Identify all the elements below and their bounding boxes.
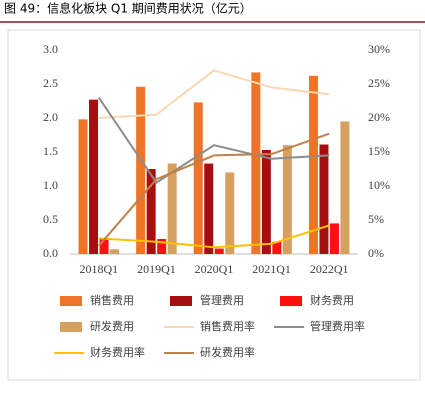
x-tick-label: 2021Q1 xyxy=(252,262,291,276)
bar xyxy=(272,241,282,254)
legend-swatch xyxy=(280,296,302,306)
legend-label: 销售费用率 xyxy=(200,319,255,333)
bar xyxy=(214,248,224,254)
legend-label: 销售费用 xyxy=(90,293,134,307)
bar xyxy=(329,223,339,254)
legend-label: 研发费用率 xyxy=(200,345,255,359)
bar xyxy=(146,169,156,254)
bar xyxy=(308,75,318,254)
y2-tick-label: 15% xyxy=(368,144,390,158)
legend-swatch xyxy=(60,322,82,332)
chart-title: 图 49：信息化板块 Q1 期间费用状况（亿元） xyxy=(4,1,252,16)
y2-tick-label: 25% xyxy=(368,76,390,90)
legend-label: 研发费用 xyxy=(90,319,134,333)
y-tick-label: 2.5 xyxy=(43,76,58,90)
line xyxy=(98,224,330,249)
bar xyxy=(282,145,292,254)
line xyxy=(97,97,330,184)
y2-tick-label: 0% xyxy=(368,246,384,260)
y-tick-label: 0.0 xyxy=(43,246,58,260)
line xyxy=(98,132,330,247)
y-tick-label: 1.0 xyxy=(43,178,58,192)
y2-tick-label: 10% xyxy=(368,178,390,192)
legend-label: 财务费用 xyxy=(310,293,354,307)
y-tick-label: 3.0 xyxy=(43,42,58,56)
y-tick-label: 0.5 xyxy=(43,212,58,226)
legend-label: 财务费用率 xyxy=(90,345,145,359)
legend-swatch xyxy=(170,296,192,306)
bar xyxy=(78,119,88,254)
bar xyxy=(251,72,261,254)
bar xyxy=(340,121,350,255)
bar xyxy=(157,239,167,254)
bar xyxy=(204,163,214,254)
y-tick-label: 2.0 xyxy=(43,110,58,124)
x-tick-label: 2022Q1 xyxy=(310,262,349,276)
y-tick-label: 1.5 xyxy=(43,144,58,158)
bar xyxy=(110,249,120,254)
bar xyxy=(261,149,271,254)
x-tick-label: 2020Q1 xyxy=(195,262,234,276)
y2-tick-label: 20% xyxy=(368,110,390,124)
bar xyxy=(167,163,177,254)
line xyxy=(98,69,330,119)
y2-tick-label: 5% xyxy=(368,212,384,226)
x-tick-label: 2019Q1 xyxy=(137,262,176,276)
chart-frame xyxy=(7,29,421,381)
bar xyxy=(89,99,99,254)
x-tick-label: 2018Q1 xyxy=(79,262,118,276)
y2-tick-label: 30% xyxy=(368,42,390,56)
bar xyxy=(225,172,235,254)
bar xyxy=(193,102,203,254)
bar xyxy=(319,144,329,254)
legend-label: 管理费用 xyxy=(200,293,244,307)
legend-label: 管理费用率 xyxy=(310,319,365,333)
bar xyxy=(136,86,146,254)
bar xyxy=(99,239,109,254)
legend-swatch xyxy=(60,296,82,306)
